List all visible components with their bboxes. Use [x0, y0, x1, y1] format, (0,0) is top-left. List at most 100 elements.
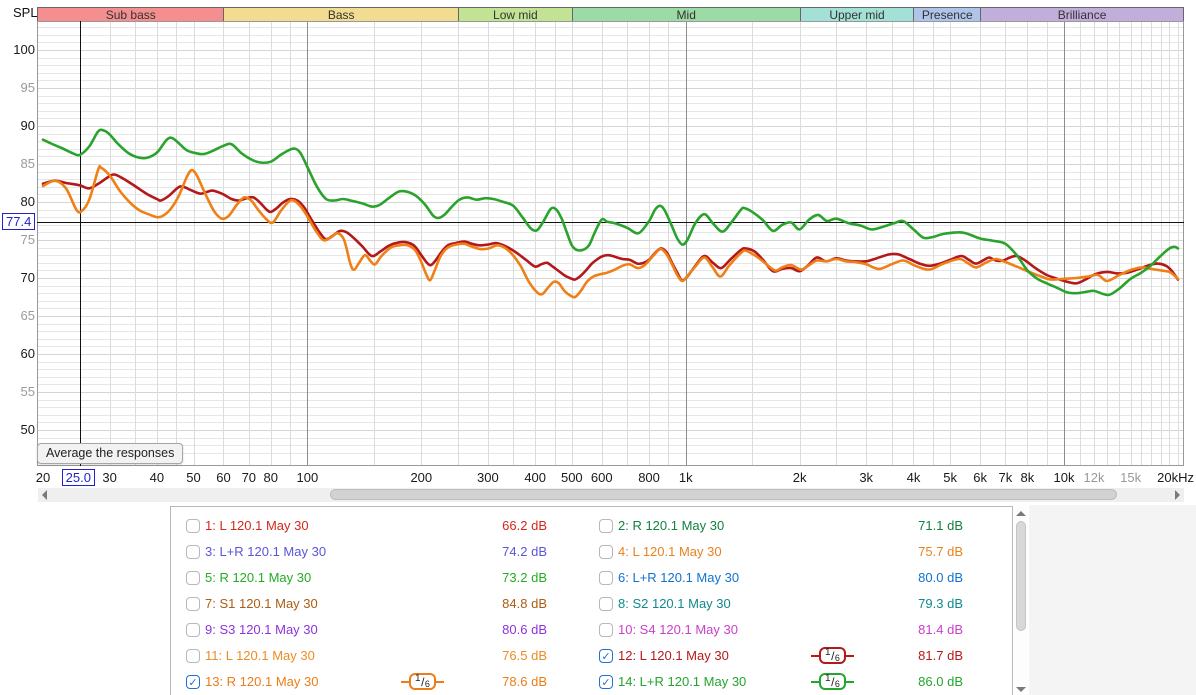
measurement-label[interactable]: 9: S3 120.1 May 30: [205, 622, 318, 637]
curve-13: [41, 164, 1180, 299]
x-tick-label: 20: [35, 470, 51, 485]
measurement-label[interactable]: 11: L 120.1 May 30: [205, 648, 315, 663]
scroll-right-arrow-icon[interactable]: [1175, 490, 1180, 500]
measurement-checkbox[interactable]: [599, 571, 613, 585]
measurement-label[interactable]: 6: L+R 120.1 May 30: [618, 570, 740, 585]
y-tick-label: 85: [20, 156, 35, 171]
scroll-left-arrow-icon[interactable]: [42, 490, 47, 500]
measurement-average-db: 74.2 dB: [502, 544, 547, 559]
measurement-average-db: 84.8 dB: [502, 596, 547, 611]
x-tick-label: 12k: [1083, 470, 1105, 485]
band-bass: Bass: [224, 8, 459, 21]
x-tick-label: 10k: [1053, 470, 1075, 485]
horizontal-scrollbar[interactable]: [38, 488, 1184, 502]
measurement-checkbox[interactable]: [599, 519, 613, 533]
measurement-label[interactable]: 1: L 120.1 May 30: [205, 518, 309, 533]
smoothing-badge[interactable]: 1/6: [401, 673, 444, 690]
legend-row: 9: S3 120.1 May 30 80.6 dB 10: S4 120.1 Ma…: [171, 617, 1012, 643]
y-tick-label: 95: [20, 80, 35, 95]
cursor-spl-readout: 77.4: [2, 212, 36, 230]
horizontal-scrollbar-thumb[interactable]: [330, 489, 1117, 500]
measurement-label[interactable]: 2: R 120.1 May 30: [618, 518, 725, 533]
band-low-mid: Low mid: [458, 8, 573, 21]
badge-line: [811, 680, 819, 683]
band-label: Upper mid: [829, 8, 885, 21]
x-tick-label: 200: [410, 470, 433, 485]
vertical-scrollbar-thumb[interactable]: [1016, 521, 1026, 631]
measurement-label[interactable]: 14: L+R 120.1 May 30: [618, 674, 747, 689]
scroll-up-arrow-icon[interactable]: [1016, 511, 1026, 516]
x-tick-label: 30: [102, 470, 117, 485]
band-sub-bass: Sub bass: [38, 8, 225, 21]
badge-line: [845, 680, 854, 683]
x-tick-label: 4k: [906, 470, 921, 485]
measurement-checkbox[interactable]: [599, 597, 613, 611]
x-tick-label: 50: [186, 470, 201, 485]
fraction-text: 1/6: [825, 646, 840, 663]
measurement-average-db: 75.7 dB: [918, 544, 963, 559]
x-tick-label: 8k: [1020, 470, 1035, 485]
measurement-checkbox[interactable]: [186, 519, 200, 533]
measurement-checkbox-checked[interactable]: ✓: [599, 649, 613, 663]
x-tick-label: 500: [560, 470, 583, 485]
measurement-average-db: 76.5 dB: [502, 648, 547, 663]
x-tick-label: 40: [149, 470, 165, 485]
y-tick-label: 60: [20, 346, 35, 361]
scroll-down-arrow-icon[interactable]: [1016, 687, 1026, 692]
measurement-checkbox[interactable]: [186, 545, 200, 559]
frequency-band-bar: Sub bass Bass Low mid Mid Upper mid Presence B…: [37, 7, 1184, 22]
measurement-checkbox-checked[interactable]: ✓: [186, 675, 200, 689]
band-label: Sub bass: [105, 8, 156, 21]
measurement-average-db: 66.2 dB: [502, 518, 547, 533]
legend-row: 11: L 120.1 May 30 76.5 dB ✓ 12: L 120.1 Ma…: [171, 643, 1012, 669]
measurement-average-db: 81.7 dB: [918, 648, 963, 663]
measurement-checkbox[interactable]: [599, 623, 613, 637]
x-tick-label: 5k: [943, 470, 957, 485]
legend-vertical-scrollbar[interactable]: [1014, 506, 1028, 695]
measurement-checkbox[interactable]: [186, 623, 200, 637]
badge-line: [845, 654, 854, 657]
measurement-average-db: 86.0 dB: [918, 674, 963, 689]
legend-row: 1: L 120.1 May 30 66.2 dB 2: R 120.1 May 3…: [171, 513, 1012, 539]
band-mid: Mid: [572, 8, 801, 21]
smoothing-fraction-box: 1/6: [819, 673, 846, 690]
x-tick-label: 400: [524, 470, 547, 485]
measurement-checkbox-checked[interactable]: ✓: [599, 675, 613, 689]
smoothing-badge[interactable]: 1/6: [811, 673, 854, 690]
measurement-checkbox[interactable]: [599, 545, 613, 559]
measurement-label[interactable]: 5: R 120.1 May 30: [205, 570, 312, 585]
curve-14: [41, 128, 1180, 297]
x-tick-label: 15k: [1120, 470, 1142, 485]
y-tick-label: 100: [13, 42, 35, 57]
measurement-average-db: 79.3 dB: [918, 596, 963, 611]
measurement-average-db: 78.6 dB: [502, 674, 547, 689]
chart-canvas[interactable]: [37, 21, 1184, 466]
measurement-checkbox[interactable]: [186, 597, 200, 611]
measurement-label[interactable]: 7: S1 120.1 May 30: [205, 596, 318, 611]
curve-12: [41, 173, 1180, 285]
spl-chart-area[interactable]: [37, 21, 1184, 466]
smoothing-badge[interactable]: 1/6: [811, 647, 854, 664]
x-tick-label: 600: [590, 470, 613, 485]
measurement-average-db: 80.6 dB: [502, 622, 547, 637]
y-tick-label: 50: [20, 422, 35, 437]
band-label: Mid: [676, 8, 696, 21]
y-tick-label: 55: [20, 384, 35, 399]
smoothing-fraction-box: 1/6: [819, 647, 846, 664]
measurement-label[interactable]: 3: L+R 120.1 May 30: [205, 544, 327, 559]
y-tick-label: 90: [20, 118, 35, 133]
x-tick-label: 20kHz: [1157, 470, 1194, 485]
x-tick-label: 2k: [792, 470, 807, 485]
legend-row: ✓ 13: R 120.1 May 30 1/6 78.6 dB ✓ 14: L+R 12…: [171, 669, 1012, 695]
measurement-checkbox[interactable]: [186, 649, 200, 663]
measurement-label[interactable]: 10: S4 120.1 May 30: [618, 622, 738, 637]
measurement-label[interactable]: 13: R 120.1 May 30: [205, 674, 319, 689]
measurement-label[interactable]: 8: S2 120.1 May 30: [618, 596, 731, 611]
measurement-label[interactable]: 4: L 120.1 May 30: [618, 544, 722, 559]
average-responses-tooltip: Average the responses: [37, 443, 184, 464]
x-tick-label: 800: [638, 470, 660, 485]
measurement-label[interactable]: 12: L 120.1 May 30: [618, 648, 729, 663]
measurement-checkbox[interactable]: [186, 571, 200, 585]
badge-line: [435, 680, 444, 683]
measurement-average-db: 73.2 dB: [502, 570, 547, 585]
